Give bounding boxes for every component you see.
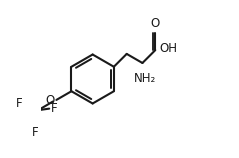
Text: NH₂: NH₂	[134, 72, 156, 85]
Text: F: F	[51, 102, 58, 115]
Text: OH: OH	[159, 42, 177, 55]
Text: O: O	[151, 17, 160, 30]
Text: F: F	[16, 97, 23, 110]
Text: F: F	[32, 126, 38, 140]
Text: O: O	[45, 94, 54, 107]
